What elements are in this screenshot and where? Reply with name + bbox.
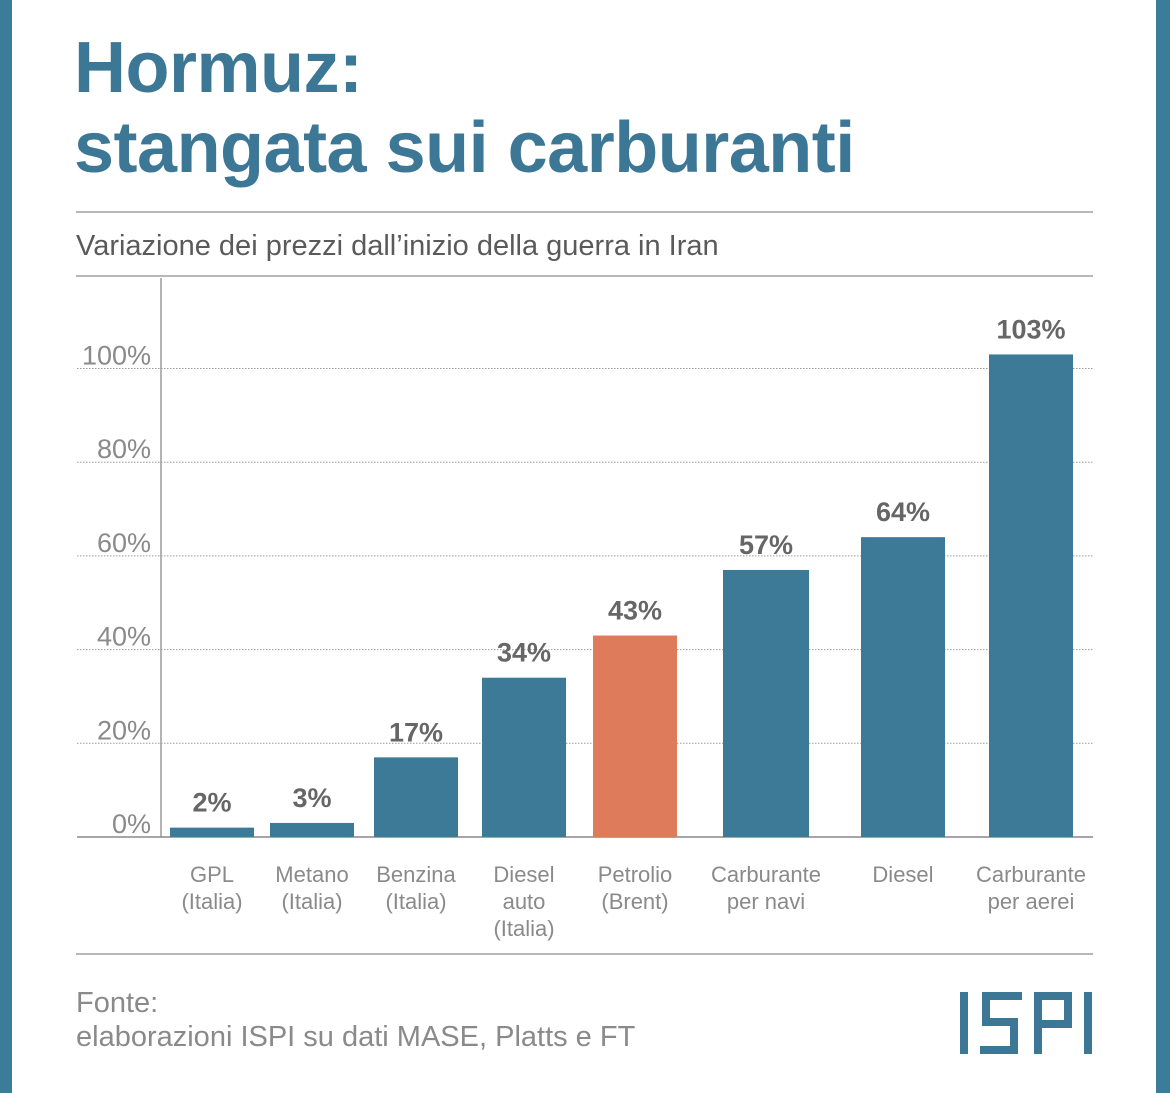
source-note: Fonte: elaborazioni ISPI su dati MASE, P…	[76, 986, 635, 1054]
category-label-line: (Italia)	[385, 889, 446, 914]
footer-divider	[76, 953, 1093, 955]
category-label-line: GPL	[190, 862, 234, 887]
bar-chart: 0%20%40%60%80%100%2%GPL (Italia)3%Metano(…	[77, 278, 1093, 941]
infographic-card: Hormuz: stangata sui carburanti Variazio…	[12, 0, 1156, 1093]
category-label: Diesel	[872, 862, 933, 887]
bar	[989, 354, 1073, 837]
title-line-1: Hormuz:	[74, 28, 363, 108]
value-label: 43%	[608, 596, 662, 626]
bar	[270, 822, 354, 837]
category-label-line: Benzina	[376, 862, 456, 887]
title-divider	[76, 211, 1093, 213]
page-title: Hormuz: stangata sui carburanti	[74, 28, 855, 188]
category-label-line: Diesel	[872, 862, 933, 887]
ispi-logo	[960, 992, 1092, 1054]
category-label-line: per aerei	[988, 889, 1075, 914]
source-text: elaborazioni ISPI su dati MASE, Platts e…	[76, 1021, 636, 1053]
value-label: 17%	[389, 717, 443, 747]
value-label: 64%	[876, 497, 930, 527]
category-label-line: auto	[503, 889, 546, 914]
chart-subtitle: Variazione dei prezzi dall’inizio della …	[76, 230, 719, 262]
category-label: Carburante per aerei	[976, 862, 1086, 914]
y-tick-label: 20%	[97, 715, 151, 745]
category-label: Carburante per navi	[711, 862, 821, 914]
category-label: Benzina (Italia)	[376, 862, 456, 914]
value-label: 34%	[497, 638, 551, 668]
bar	[374, 757, 458, 837]
value-label: 3%	[292, 783, 331, 813]
y-tick-label: 0%	[112, 809, 151, 839]
category-label-line: per navi	[727, 889, 805, 914]
value-label: 57%	[739, 530, 793, 560]
bar	[593, 635, 677, 837]
title-line-2: stangata sui carburanti	[74, 108, 855, 188]
y-tick-label: 40%	[97, 622, 151, 652]
category-label-line: (Brent)	[601, 889, 668, 914]
bar	[170, 827, 254, 837]
value-label: 103%	[996, 314, 1065, 344]
y-tick-label: 100%	[82, 341, 151, 371]
category-label: GPL (Italia)	[181, 862, 242, 914]
category-label-line: Metano	[275, 862, 348, 887]
category-label-line: Carburante	[976, 862, 1086, 887]
category-label: Metano (Italia)	[275, 862, 348, 914]
category-label-line: Diesel	[493, 862, 554, 887]
bar	[723, 569, 809, 837]
category-label: Petrolio (Brent)	[598, 862, 673, 914]
y-tick-label: 80%	[97, 434, 151, 464]
category-label-line: Petrolio	[598, 862, 673, 887]
category-label-line: (Italia)	[181, 889, 242, 914]
category-label-line: Carburante	[711, 862, 821, 887]
subtitle-divider	[76, 275, 1093, 277]
y-tick-label: 60%	[97, 528, 151, 558]
bar	[861, 537, 945, 837]
value-label: 2%	[192, 788, 231, 818]
category-label-line: (Italia)	[493, 916, 554, 941]
bar	[482, 677, 566, 837]
category-label: Diesel auto (Italia)	[493, 862, 554, 941]
category-label-line: (Italia)	[281, 889, 342, 914]
source-label: Fonte:	[76, 987, 159, 1019]
